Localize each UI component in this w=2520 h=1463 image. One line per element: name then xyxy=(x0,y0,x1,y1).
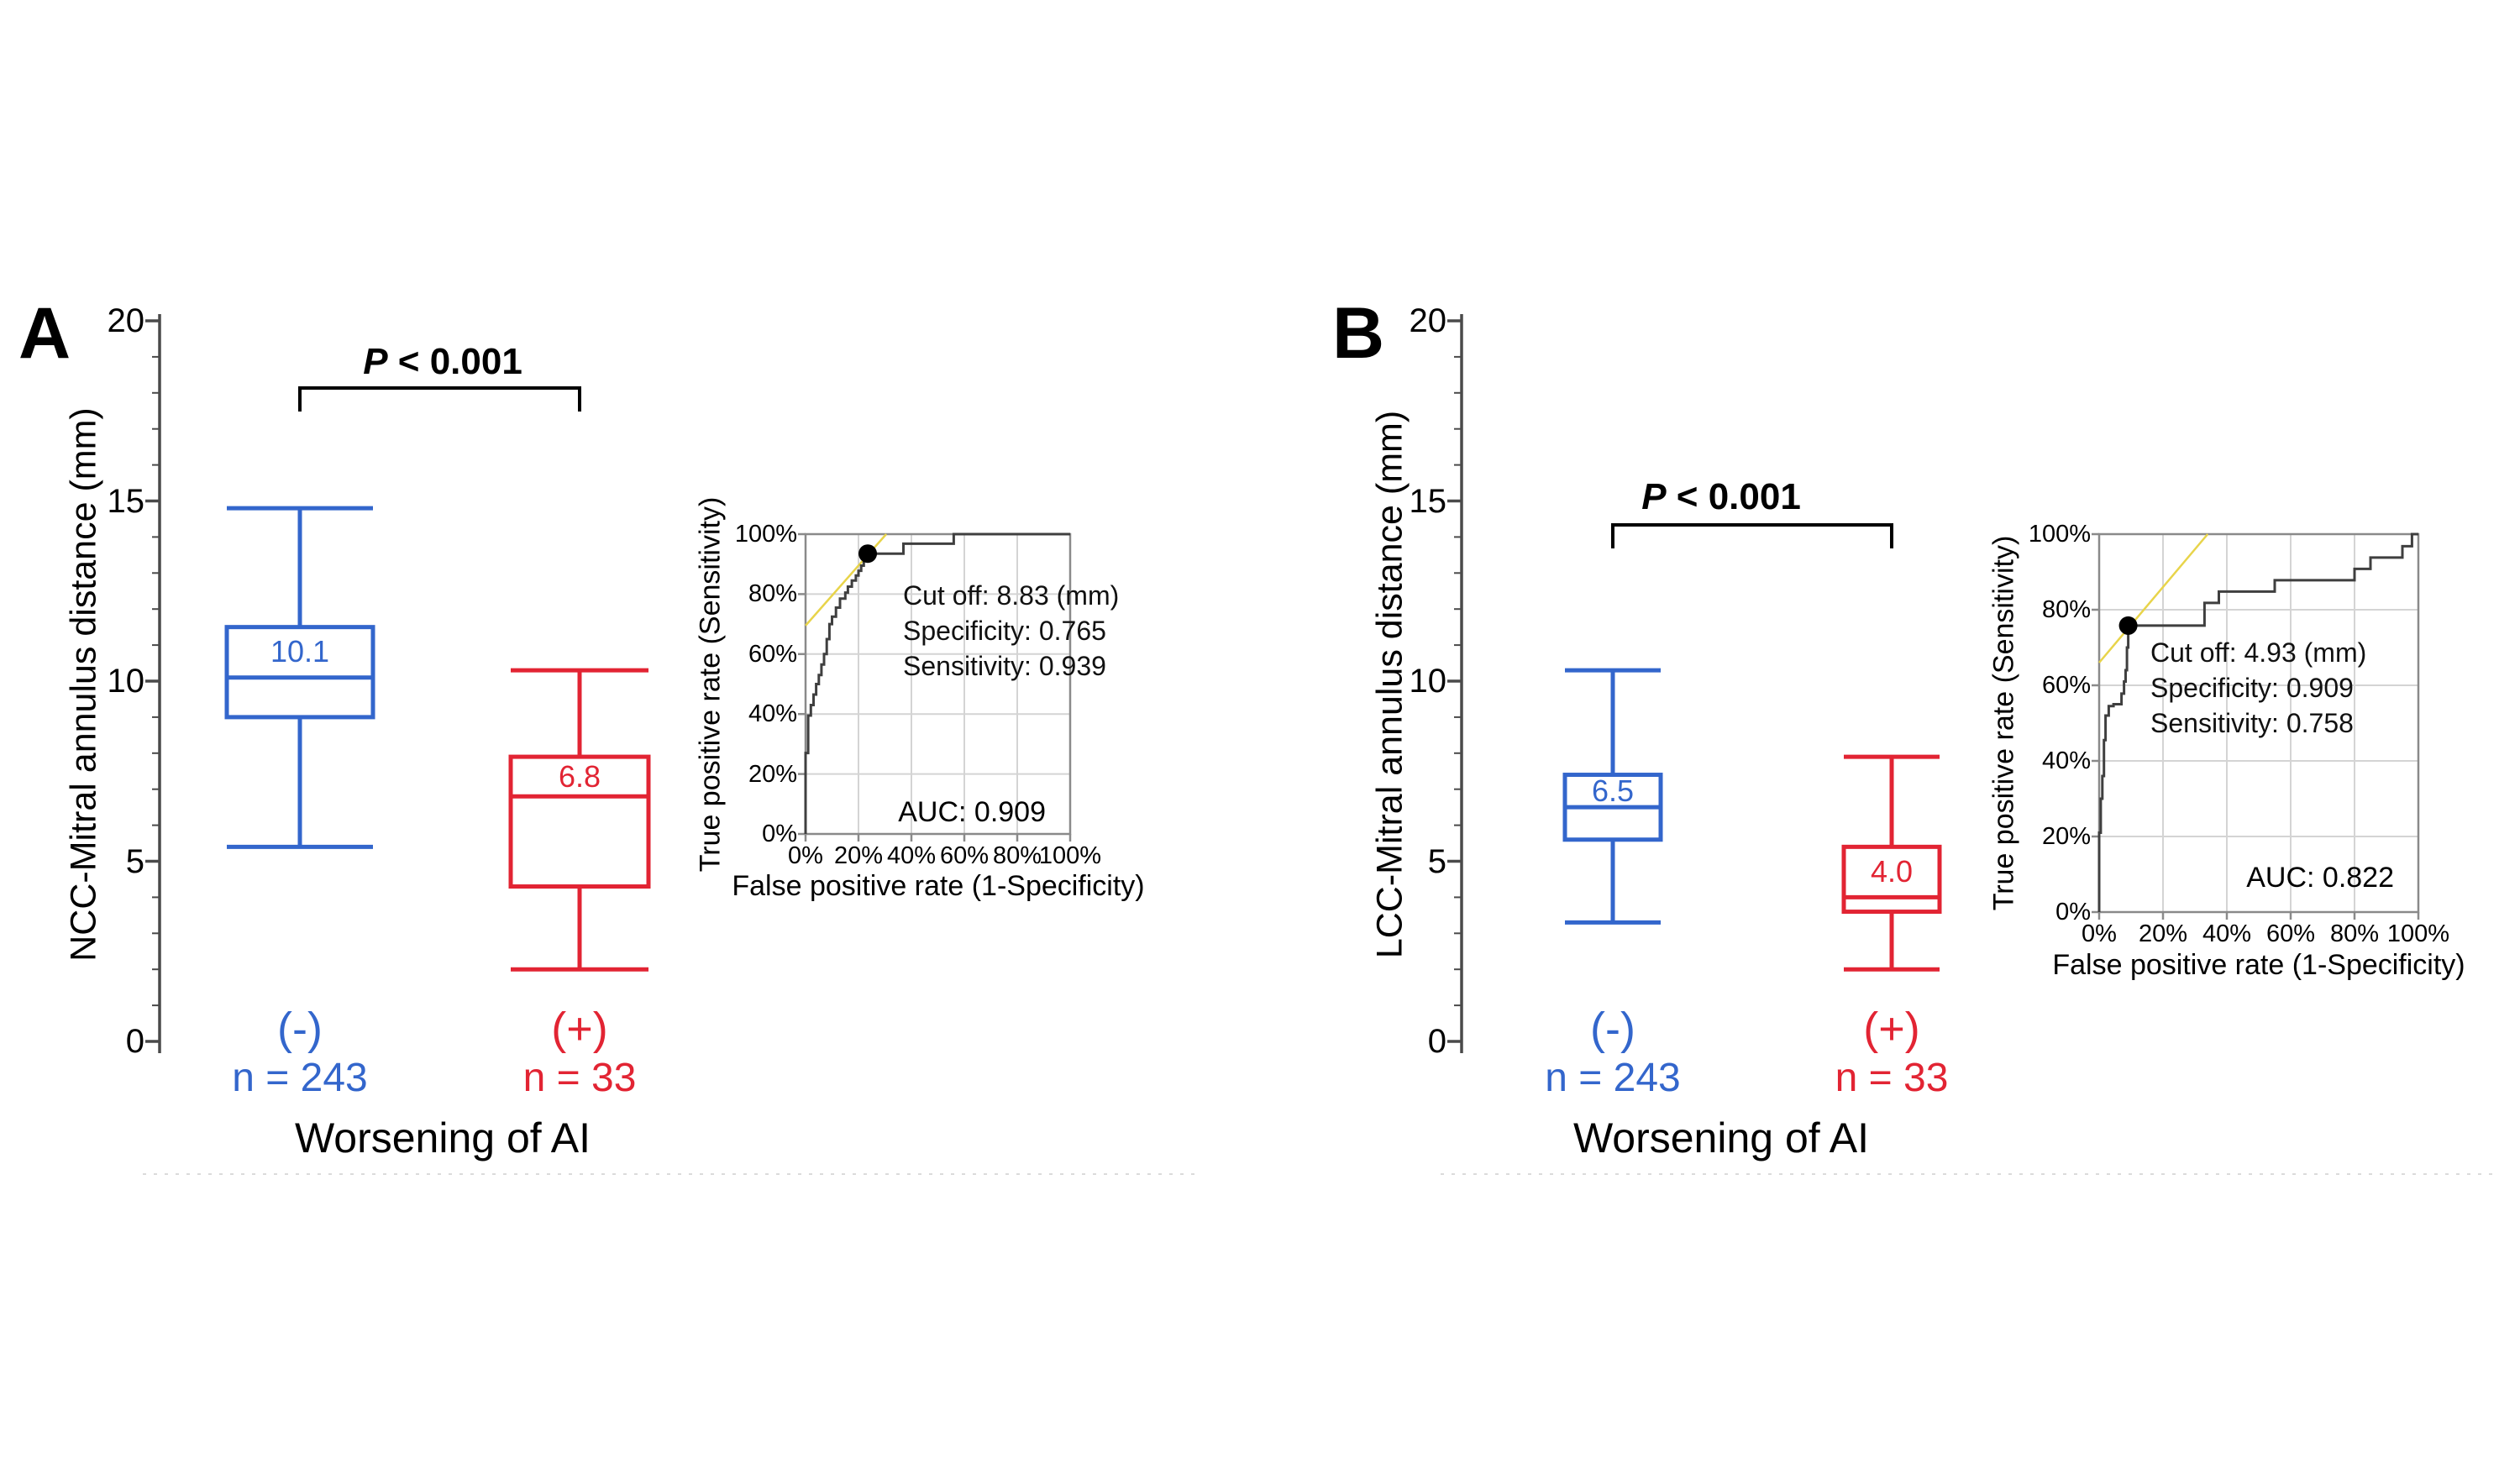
boxplot-b-p-value: P < 0.001 xyxy=(1641,476,1801,517)
roc-A-curve xyxy=(804,532,1070,834)
boxplot-A-ytick-label-0: 0 xyxy=(125,1023,144,1060)
boxplot-B-category-label-0: (-) xyxy=(1590,1004,1635,1054)
boxplot-B-ytick-label-5: 5 xyxy=(1427,842,1446,880)
roc-A-xtick-label-3: 60% xyxy=(939,842,990,869)
boxplot-B-n-label-0: n = 243 xyxy=(1545,1056,1681,1100)
boxplot-B-significance-bracket xyxy=(1611,523,1893,548)
boxplot-b-x-axis-title: Worsening of AI xyxy=(1572,1114,1870,1161)
boxplot-B-median-label-1: 4.0 xyxy=(1870,854,1914,889)
roc-b-annotation: Cut off: 4.93 (mm) Specificity: 0.909 Se… xyxy=(2150,635,2366,741)
roc-B-xtick-label-5: 100% xyxy=(2386,920,2450,947)
boxplot-A-median-label-0: 10.1 xyxy=(270,634,330,669)
boxplot-A-category-label-1: (+) xyxy=(551,1004,608,1054)
roc-A-plot-border xyxy=(804,532,1072,836)
boxplot-a-x-axis-title: Worsening of AI xyxy=(294,1114,591,1161)
roc-B-ytick-label-0: 0% xyxy=(2055,899,2091,926)
boxplot-A-box-1 xyxy=(508,754,651,889)
boxplot-A-category-label-0: (-) xyxy=(277,1004,323,1054)
roc-B-ytick-label-4: 80% xyxy=(2041,596,2091,623)
roc-A-xtick-label-0: 0% xyxy=(788,842,823,869)
roc-A-ytick-label-4: 80% xyxy=(748,580,797,608)
boxplot-A-n-label-1: n = 33 xyxy=(522,1056,637,1100)
roc-a-cutoff-text: Cut off: 8.83 (mm) xyxy=(903,580,1120,611)
roc-B-cutoff-point xyxy=(2118,616,2138,635)
roc-B-xtick-label-4: 80% xyxy=(2329,920,2380,947)
roc-a-specificity-text: Specificity: 0.765 xyxy=(903,616,1106,646)
boxplot-A-ytick-label-20: 20 xyxy=(107,302,145,339)
boxplot-B-box-1 xyxy=(1841,844,1942,915)
panel-b-letter: B xyxy=(1332,293,1387,374)
roc-B-xtick-label-0: 0% xyxy=(2082,920,2117,947)
boxplot-A-median-label-1: 6.8 xyxy=(558,759,601,794)
roc-A-xtick-label-4: 80% xyxy=(992,842,1042,869)
roc-b-specificity-text: Specificity: 0.909 xyxy=(2150,673,2354,703)
roc-A-ytick-label-2: 40% xyxy=(748,700,797,728)
boxplot-B-median-label-0: 6.5 xyxy=(1591,773,1635,808)
roc-A-xtick-label-1: 20% xyxy=(833,842,884,869)
roc-b-auc-label: AUC: 0.822 xyxy=(2246,862,2394,894)
boxplot-A-ytick-label-15: 15 xyxy=(107,482,145,520)
roc-B-ytick-label-5: 100% xyxy=(2028,521,2091,548)
roc-B-xtick-label-1: 20% xyxy=(2138,920,2188,947)
boxplot-B-category-label-1: (+) xyxy=(1863,1004,1920,1054)
boxplot-B-ytick-label-0: 0 xyxy=(1427,1023,1446,1060)
roc-B-curve xyxy=(2097,532,2418,912)
boxplot-A-ytick-label-10: 10 xyxy=(107,663,145,700)
roc-B-ytick-label-1: 20% xyxy=(2041,823,2091,850)
roc-a-auc-label: AUC: 0.909 xyxy=(898,796,1046,828)
boxplot-B-ytick-label-10: 10 xyxy=(1409,663,1447,700)
boxplot-a-p-value: P < 0.001 xyxy=(363,341,522,382)
roc-A-ytick-label-1: 20% xyxy=(748,760,797,788)
roc-B-xtick-label-2: 40% xyxy=(2202,920,2252,947)
boxplot-B-n-label-1: n = 33 xyxy=(1835,1056,1949,1100)
roc-a-annotation: Cut off: 8.83 (mm) Specificity: 0.765 Se… xyxy=(903,578,1119,684)
boxplot-A-box-0 xyxy=(224,625,375,720)
roc-A-ytick-label-0: 0% xyxy=(762,821,797,847)
roc-B-plot-border xyxy=(2097,532,2420,914)
roc-A-xtick-label-5: 100% xyxy=(1038,842,1102,869)
roc-b-x-axis-title: False positive rate (1-Specificity) xyxy=(2052,949,2465,981)
roc-b-cutoff-text: Cut off: 4.93 (mm) xyxy=(2150,637,2367,668)
roc-A-cutoff-point xyxy=(858,544,878,564)
roc-b-y-axis-title: True positive rate (Sensitivity) xyxy=(1987,535,2020,911)
boxplot-A-ytick-label-5: 5 xyxy=(125,842,144,880)
roc-A-xtick-label-2: 40% xyxy=(886,842,937,869)
boxplot-A-significance-bracket xyxy=(298,386,581,412)
boxplot-A-n-label-0: n = 243 xyxy=(232,1056,368,1100)
boxplot-B-ytick-label-20: 20 xyxy=(1409,302,1447,339)
roc-A-ytick-label-3: 60% xyxy=(748,640,797,668)
roc-A-ytick-label-5: 100% xyxy=(734,521,797,548)
roc-a-sensitivity-text: Sensitivity: 0.939 xyxy=(903,651,1106,681)
roc-B-ytick-label-3: 60% xyxy=(2041,672,2091,699)
panel-a-letter: A xyxy=(18,293,73,374)
roc-b-sensitivity-text: Sensitivity: 0.758 xyxy=(2150,708,2354,738)
boxplot-B-ytick-label-15: 15 xyxy=(1409,482,1447,520)
roc-B-reference-line xyxy=(2098,533,2209,663)
roc-B-ytick-label-2: 40% xyxy=(2041,747,2091,774)
roc-B-xtick-label-3: 60% xyxy=(2265,920,2316,947)
roc-a-y-axis-title: True positive rate (Sensitivity) xyxy=(694,496,727,873)
roc-a-x-axis-title: False positive rate (1-Specificity) xyxy=(732,870,1145,902)
